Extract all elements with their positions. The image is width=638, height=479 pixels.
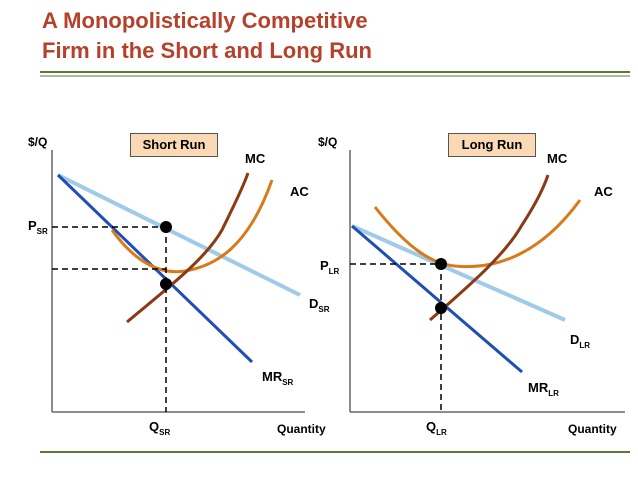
long-run-demand-sub: LR bbox=[579, 341, 590, 350]
long-run-mc-label: MC bbox=[547, 151, 568, 166]
long-run-label: Long Run bbox=[461, 137, 523, 152]
long-run-quantity-sub: LR bbox=[436, 428, 447, 437]
short-run-quantity-main: Q bbox=[149, 419, 159, 434]
short-run-price-point bbox=[160, 221, 172, 233]
title-line-2: Firm in the Short and Long Run bbox=[42, 38, 372, 63]
long-run-quantity-main: Q bbox=[426, 419, 436, 434]
short-run-mc-label: MC bbox=[245, 151, 266, 166]
short-run-panel: $/Q Quantity MC AC PSR DSR MRSR QSR bbox=[28, 135, 330, 437]
long-run-ac-label: AC bbox=[594, 184, 613, 199]
long-run-quantity-label: QLR bbox=[426, 419, 447, 437]
long-run-demand-label: DLR bbox=[570, 332, 590, 350]
long-run-mr-main: MR bbox=[528, 380, 549, 395]
short-run-quantity-sub: SR bbox=[159, 428, 170, 437]
short-run-y-axis-label: $/Q bbox=[28, 135, 47, 149]
long-run-demand-main: D bbox=[570, 332, 579, 347]
long-run-price-point bbox=[435, 258, 447, 270]
long-run-ac-curve bbox=[373, 199, 582, 269]
short-run-x-axis-label: Quantity bbox=[277, 422, 326, 436]
short-run-mc-curve bbox=[126, 172, 250, 324]
short-run-quantity-label: QSR bbox=[149, 419, 170, 437]
short-run-price-sub: SR bbox=[37, 227, 48, 236]
long-run-price-main: P bbox=[320, 258, 329, 273]
short-run-price-main: P bbox=[28, 218, 37, 233]
short-run-mr-mc-point bbox=[160, 278, 172, 290]
title-line-1: A Monopolistically Competitive bbox=[42, 8, 368, 33]
short-run-demand-label: DSR bbox=[309, 296, 330, 314]
short-run-mr-sub: SR bbox=[282, 378, 293, 387]
short-run-price-label: PSR bbox=[28, 218, 48, 236]
short-run-demand-main: D bbox=[309, 296, 318, 311]
short-run-label-box: Short Run bbox=[130, 133, 218, 157]
long-run-label-box: Long Run bbox=[448, 133, 536, 157]
slide-title: A Monopolistically Competitive Firm in t… bbox=[42, 6, 372, 66]
long-run-x-axis-label: Quantity bbox=[568, 422, 617, 436]
long-run-y-axis-label: $/Q bbox=[318, 135, 337, 149]
short-run-label: Short Run bbox=[142, 137, 206, 152]
long-run-mr-label: MRLR bbox=[528, 380, 559, 398]
short-run-mr-main: MR bbox=[262, 369, 283, 384]
short-run-ac-label: AC bbox=[290, 184, 309, 199]
short-run-mr-label: MRSR bbox=[262, 369, 294, 387]
long-run-mr-curve bbox=[351, 224, 523, 374]
short-run-demand-sub: SR bbox=[318, 305, 329, 314]
long-run-panel: $/Q Quantity MC AC PLR DLR MRLR QLR bbox=[318, 135, 625, 437]
long-run-mc-curve bbox=[429, 174, 550, 322]
long-run-price-label: PLR bbox=[320, 258, 340, 276]
long-run-mr-sub: LR bbox=[548, 389, 559, 398]
long-run-price-sub: LR bbox=[329, 267, 340, 276]
short-run-demand-curve bbox=[57, 173, 301, 297]
short-run-ac-curve bbox=[110, 179, 274, 274]
long-run-demand-curve bbox=[351, 224, 566, 322]
long-run-mr-mc-point bbox=[435, 302, 447, 314]
